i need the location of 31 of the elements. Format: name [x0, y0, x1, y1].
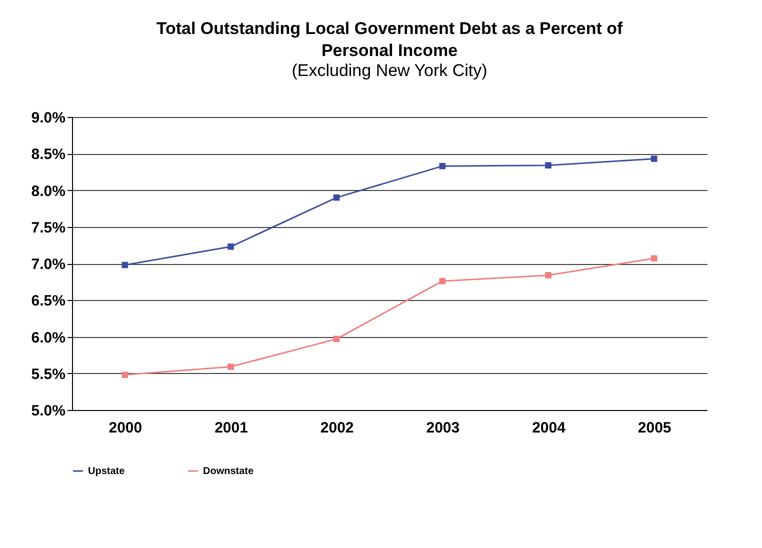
chart-subtitle: (Excluding New York City): [292, 61, 488, 80]
y-tick-label: 7.0%: [31, 256, 66, 273]
x-tick-label: 2004: [532, 420, 566, 436]
point: [439, 278, 446, 284]
x-tick-label: 2002: [320, 420, 354, 436]
point: [122, 262, 128, 268]
point: [122, 372, 128, 378]
y-tick-label: 6.0%: [31, 329, 66, 346]
y-tick-label: 6.5%: [31, 292, 66, 310]
point: [333, 336, 340, 342]
point: [333, 194, 340, 201]
chart-title: Total Outstanding Local Government Debt as a Percent of Personal Income: [156, 19, 623, 60]
point: [228, 243, 234, 250]
x-tick-label: 2005: [638, 420, 672, 436]
y-tick-label: 5.5%: [31, 366, 66, 383]
x-tick-label: 2003: [426, 420, 460, 436]
point: [228, 364, 234, 370]
y-tick-label: 7.5%: [31, 219, 66, 236]
point: [545, 162, 552, 169]
point: [439, 162, 446, 170]
x-tick-label: 2000: [108, 420, 142, 436]
point: [650, 156, 658, 162]
y-tick-label: 8.0%: [31, 182, 66, 200]
legend-label: Upstate: [88, 466, 126, 477]
point: [545, 272, 552, 278]
y-tick-label: 8.5%: [31, 146, 66, 164]
y-tick-label: 9.0%: [31, 110, 66, 126]
legend-label: Downstate: [203, 466, 254, 477]
y-tick-label: 5.0%: [31, 402, 66, 420]
x-tick-label: 2001: [214, 420, 248, 436]
point: [650, 255, 658, 262]
